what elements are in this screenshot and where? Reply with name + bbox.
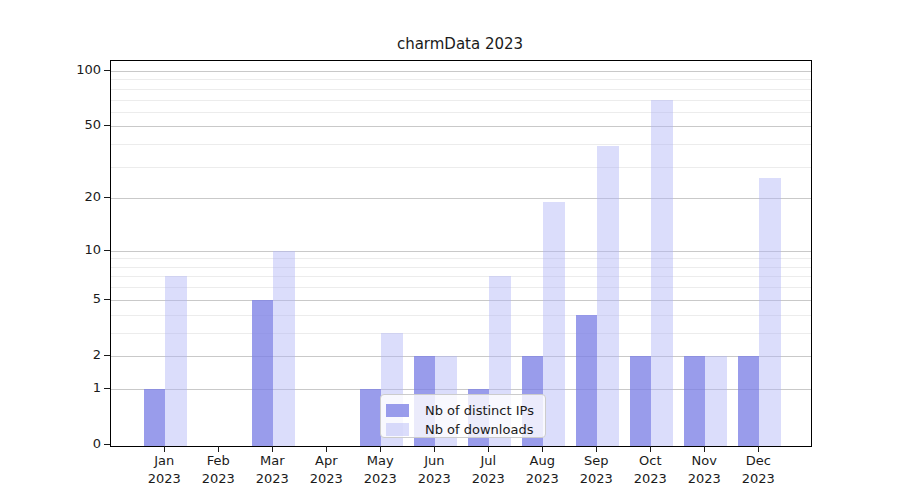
legend-item: Nb of distinct IPs bbox=[386, 401, 545, 420]
legend-item: Nb of downloads bbox=[386, 420, 545, 439]
legend-label: Nb of downloads bbox=[425, 422, 533, 437]
y-axis-tick-label: 50 bbox=[31, 117, 101, 133]
x-tick-month: May bbox=[350, 452, 410, 470]
x-tick-month: Aug bbox=[512, 452, 572, 470]
x-axis-tick-label: Jul2023 bbox=[458, 452, 518, 487]
x-tick-month: Jun bbox=[404, 452, 464, 470]
y-axis-tick-label: 20 bbox=[31, 189, 101, 205]
bar-distinct-ips bbox=[252, 300, 274, 446]
x-tick-month: Jul bbox=[458, 452, 518, 470]
grid-line-major bbox=[111, 198, 811, 199]
grid-line-minor bbox=[111, 144, 811, 145]
legend-label: Nb of distinct IPs bbox=[425, 403, 534, 418]
y-axis-tick bbox=[104, 299, 110, 300]
x-axis-tick-label: Dec2023 bbox=[728, 452, 788, 487]
x-axis-tick-label: Apr2023 bbox=[296, 452, 356, 487]
y-axis-tick-label: 0 bbox=[31, 436, 101, 452]
grid-line-major bbox=[111, 126, 811, 127]
bar-distinct-ips bbox=[684, 356, 706, 446]
x-tick-year: 2023 bbox=[566, 470, 626, 488]
x-tick-year: 2023 bbox=[404, 470, 464, 488]
x-tick-month: Oct bbox=[620, 452, 680, 470]
y-axis-tick bbox=[104, 250, 110, 251]
grid-line-major bbox=[111, 300, 811, 301]
bar-distinct-ips bbox=[360, 389, 382, 446]
y-axis-tick-label: 2 bbox=[31, 347, 101, 363]
bar-downloads bbox=[705, 356, 727, 446]
legend-swatch-distinct-ips bbox=[386, 404, 409, 417]
y-axis-tick-label: 5 bbox=[31, 291, 101, 307]
x-axis-tick-label: Mar2023 bbox=[242, 452, 302, 487]
x-tick-month: Apr bbox=[296, 452, 356, 470]
y-axis-tick bbox=[104, 444, 110, 445]
x-tick-year: 2023 bbox=[620, 470, 680, 488]
x-tick-month: Mar bbox=[242, 452, 302, 470]
y-axis-tick-label: 10 bbox=[31, 242, 101, 258]
x-axis-tick-label: Sep2023 bbox=[566, 452, 626, 487]
bar-distinct-ips bbox=[738, 356, 760, 446]
bar-downloads bbox=[759, 178, 781, 446]
grid-line-minor bbox=[111, 79, 811, 80]
y-axis-tick bbox=[104, 125, 110, 126]
bar-downloads bbox=[543, 202, 565, 446]
x-tick-year: 2023 bbox=[458, 470, 518, 488]
y-axis-tick bbox=[104, 388, 110, 389]
grid-line-minor bbox=[111, 267, 811, 268]
x-axis-tick-label: May2023 bbox=[350, 452, 410, 487]
x-tick-month: Nov bbox=[674, 452, 734, 470]
x-tick-month: Feb bbox=[188, 452, 248, 470]
grid-line-minor bbox=[111, 112, 811, 113]
bar-distinct-ips bbox=[144, 389, 166, 446]
x-tick-year: 2023 bbox=[512, 470, 572, 488]
chart: charmData 2023 Nb of distinct IPs Nb of … bbox=[0, 0, 900, 500]
grid-line-minor bbox=[111, 258, 811, 259]
chart-title: charmData 2023 bbox=[110, 35, 810, 53]
x-tick-year: 2023 bbox=[134, 470, 194, 488]
y-axis-tick bbox=[104, 197, 110, 198]
legend-swatch-downloads bbox=[386, 423, 409, 436]
x-axis-tick-label: Jan2023 bbox=[134, 452, 194, 487]
bar-downloads bbox=[165, 276, 187, 446]
x-tick-year: 2023 bbox=[728, 470, 788, 488]
x-axis-tick-label: Oct2023 bbox=[620, 452, 680, 487]
x-tick-year: 2023 bbox=[188, 470, 248, 488]
bar-distinct-ips bbox=[630, 356, 652, 446]
x-tick-month: Jan bbox=[134, 452, 194, 470]
grid-line-minor bbox=[111, 167, 811, 168]
x-tick-year: 2023 bbox=[674, 470, 734, 488]
grid-line-minor bbox=[111, 89, 811, 90]
grid-line-minor bbox=[111, 287, 811, 288]
grid-line-major bbox=[111, 251, 811, 252]
grid-line-minor bbox=[111, 276, 811, 277]
x-tick-month: Dec bbox=[728, 452, 788, 470]
x-axis-tick-label: Jun2023 bbox=[404, 452, 464, 487]
bar-downloads bbox=[273, 251, 295, 446]
legend: Nb of distinct IPs Nb of downloads bbox=[380, 394, 546, 438]
grid-line-minor bbox=[111, 315, 811, 316]
y-axis-tick-label: 1 bbox=[31, 380, 101, 396]
grid-line-major bbox=[111, 71, 811, 72]
x-tick-year: 2023 bbox=[350, 470, 410, 488]
bar-downloads bbox=[651, 100, 673, 446]
x-axis-tick-label: Feb2023 bbox=[188, 452, 248, 487]
x-tick-year: 2023 bbox=[296, 470, 356, 488]
grid-line-minor bbox=[111, 333, 811, 334]
x-axis-tick-label: Nov2023 bbox=[674, 452, 734, 487]
y-axis-tick bbox=[104, 355, 110, 356]
plot-area: Nb of distinct IPs Nb of downloads bbox=[110, 60, 812, 447]
grid-line-minor bbox=[111, 100, 811, 101]
bar-downloads bbox=[597, 146, 619, 446]
x-tick-month: Sep bbox=[566, 452, 626, 470]
x-tick-year: 2023 bbox=[242, 470, 302, 488]
y-axis-tick bbox=[104, 70, 110, 71]
x-axis-tick-label: Aug2023 bbox=[512, 452, 572, 487]
bar-distinct-ips bbox=[576, 315, 598, 446]
y-axis-tick-label: 100 bbox=[31, 62, 101, 78]
